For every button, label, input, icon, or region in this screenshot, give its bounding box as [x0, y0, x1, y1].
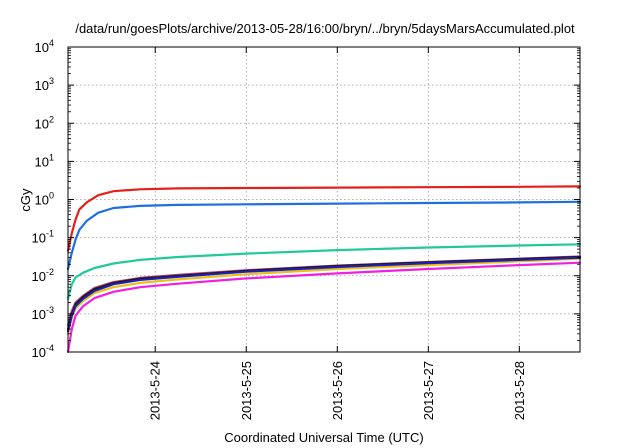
y-tick-base: 10	[32, 307, 46, 322]
y-tick-exponent: 3	[49, 76, 54, 86]
y-tick-exponent: 4	[49, 38, 54, 48]
y-tick-base: 10	[32, 345, 46, 360]
series-layer	[66, 185, 582, 354]
series-line-1	[66, 185, 582, 252]
grid-lines	[68, 47, 580, 352]
y-tick-label: 104	[35, 38, 54, 55]
y-tick-label: 10-2	[32, 267, 54, 284]
series-line-8	[66, 256, 582, 333]
series-line-5	[66, 261, 582, 354]
series-line-3	[66, 243, 582, 300]
y-tick-exponent: -3	[46, 305, 54, 315]
y-tick-label: 101	[35, 152, 54, 169]
series-line-2	[66, 200, 582, 271]
y-tick-exponent: 1	[49, 152, 54, 162]
y-tick-base: 10	[32, 269, 46, 284]
x-tick-label: 2013-5-28	[512, 361, 527, 420]
x-tick-label: 2013-5-27	[421, 361, 436, 420]
y-tick-exponent: -4	[46, 343, 54, 353]
y-tick-exponent: -1	[46, 229, 54, 239]
y-tick-base: 10	[35, 193, 49, 208]
y-tick-base: 10	[35, 154, 49, 169]
y-axis-label: cGy	[18, 188, 33, 212]
x-axis-label: Coordinated Universal Time (UTC)	[224, 430, 423, 445]
x-axis: 2013-5-24 2013-5-25 2013-5-26 2013-5-27 2013…	[148, 47, 527, 420]
y-tick-base: 10	[35, 78, 49, 93]
series-line-4	[66, 257, 582, 335]
x-tick-label: 2013-5-25	[239, 361, 254, 420]
y-tick-base: 10	[35, 40, 49, 55]
y-tick-base: 10	[35, 116, 49, 131]
y-tick-label: 100	[35, 191, 54, 208]
y-tick-label: 10-3	[32, 305, 54, 322]
x-tick-label: 2013-5-26	[330, 361, 345, 420]
y-tick-exponent: -2	[46, 267, 54, 277]
x-tick-label: 2013-5-24	[148, 361, 163, 420]
y-tick-label: 10-4	[32, 343, 54, 360]
y-tick-label: 102	[35, 114, 54, 131]
y-tick-base: 10	[32, 231, 46, 246]
y-tick-exponent: 0	[49, 191, 54, 201]
y-tick-exponent: 2	[49, 114, 54, 124]
y-tick-label: 103	[35, 76, 54, 93]
chart-title: /data/run/goesPlots/archive/2013-05-28/1…	[75, 21, 575, 36]
y-tick-label: 10-1	[32, 229, 54, 246]
